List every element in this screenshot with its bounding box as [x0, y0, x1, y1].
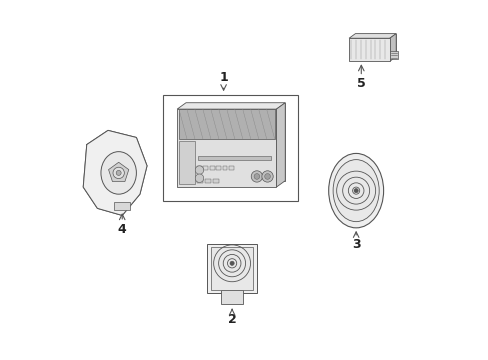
Bar — [163, 95, 297, 201]
Ellipse shape — [332, 159, 378, 222]
Ellipse shape — [328, 153, 383, 228]
Bar — [207, 244, 256, 293]
Bar — [204, 179, 211, 183]
Polygon shape — [83, 130, 147, 215]
Polygon shape — [355, 33, 395, 57]
Bar — [216, 166, 221, 170]
Circle shape — [264, 174, 270, 179]
Text: 5: 5 — [356, 77, 365, 90]
Text: 3: 3 — [351, 238, 360, 252]
Circle shape — [116, 170, 121, 175]
Circle shape — [195, 174, 203, 183]
Bar — [197, 179, 203, 183]
Polygon shape — [389, 33, 395, 61]
Polygon shape — [348, 33, 395, 38]
Circle shape — [353, 189, 358, 193]
Text: 2: 2 — [227, 313, 236, 326]
Ellipse shape — [101, 152, 136, 194]
Polygon shape — [177, 103, 285, 109]
Bar — [212, 179, 219, 183]
Bar — [179, 109, 274, 139]
Bar — [222, 166, 227, 170]
Polygon shape — [185, 103, 285, 181]
Bar — [221, 290, 242, 304]
Circle shape — [113, 167, 124, 179]
Bar — [198, 156, 270, 160]
Circle shape — [254, 174, 259, 179]
Bar — [179, 141, 195, 184]
Polygon shape — [108, 162, 128, 181]
Bar — [348, 38, 389, 61]
Bar — [228, 166, 233, 170]
Polygon shape — [389, 51, 397, 59]
Bar — [177, 109, 276, 187]
Bar — [203, 166, 208, 170]
Polygon shape — [276, 103, 285, 187]
Text: 4: 4 — [118, 222, 126, 235]
Circle shape — [195, 166, 203, 174]
Bar — [210, 247, 253, 290]
Circle shape — [229, 261, 234, 265]
Text: 1: 1 — [219, 71, 227, 84]
Bar — [114, 202, 130, 210]
Bar — [209, 166, 214, 170]
Circle shape — [251, 171, 262, 182]
Circle shape — [262, 171, 273, 182]
Bar — [197, 166, 202, 170]
